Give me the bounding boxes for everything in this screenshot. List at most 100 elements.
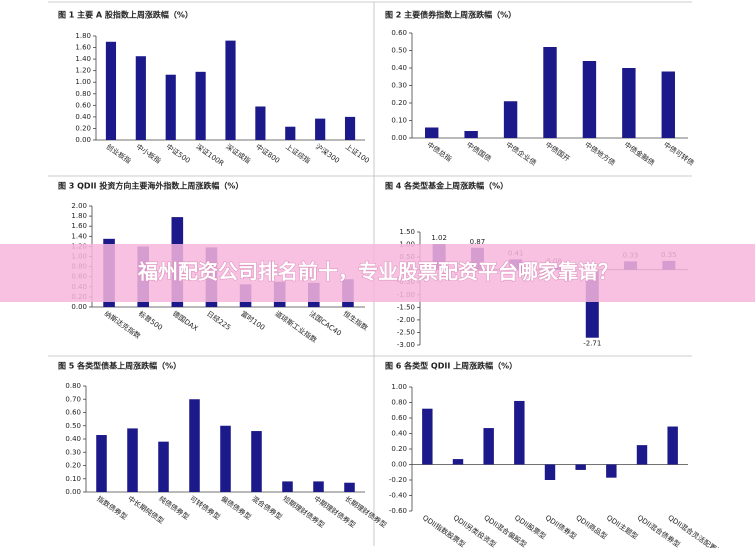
bar — [543, 47, 557, 138]
x-tick-label: 偏债债券型 — [219, 494, 253, 521]
x-tick-label: 中债国债 — [465, 140, 493, 163]
y-tick-label: 1.40 — [75, 55, 91, 63]
x-tick-label: QDII主题型 — [605, 513, 640, 541]
bar — [135, 56, 146, 140]
y-tick-label: 0.80 — [65, 382, 81, 390]
x-tick-label: 沪深300 — [314, 142, 342, 165]
chart-title: 图 5 各类型债基上周涨跌幅（%） — [58, 361, 181, 371]
bar — [575, 464, 586, 470]
y-tick-label: 0.40 — [65, 435, 81, 443]
x-tick-label: 标普500 — [137, 309, 165, 332]
x-tick-label: 可转债券型 — [188, 494, 222, 521]
chart-title: 图 2 主要债券指数上周涨跌幅（%） — [385, 10, 516, 20]
y-tick-label: -1.50 — [397, 303, 415, 311]
x-tick-label: 恒生指数 — [342, 309, 370, 332]
x-tick-label: 深证成指 — [224, 142, 252, 165]
x-tick-label: 中债总指 — [425, 140, 453, 163]
x-tick-label: 上证100 — [344, 142, 372, 165]
y-tick-label: 1.60 — [75, 44, 91, 52]
bar — [285, 126, 296, 140]
y-tick-label: -0.20 — [389, 476, 407, 484]
x-tick-label: 深证100R — [194, 142, 226, 168]
bar — [464, 131, 478, 138]
x-tick-label: 中小板指 — [135, 142, 163, 165]
x-tick-label: QDII商品型 — [574, 513, 609, 541]
y-tick-label: 0.70 — [65, 395, 81, 403]
y-tick-label: 1.00 — [391, 383, 407, 391]
bar — [313, 481, 324, 492]
bar — [255, 106, 266, 140]
y-tick-label: 0.60 — [65, 409, 81, 417]
bar — [661, 71, 675, 138]
bar — [127, 428, 138, 492]
y-tick-label: 0.00 — [71, 303, 87, 311]
y-tick-label: 2.00 — [71, 202, 87, 210]
x-tick-label: 德国DAX — [171, 309, 200, 333]
bar — [514, 400, 525, 465]
x-tick-label: 指数债券型 — [95, 494, 129, 521]
x-tick-label: 混合债券型 — [250, 494, 284, 521]
chart-title: 图 6 各类型 QDII 上周涨跌幅（%） — [385, 361, 517, 371]
bar — [606, 464, 617, 478]
chart-title: 图 1 主要 A 股指数上周涨跌幅（%） — [58, 10, 193, 20]
bar — [96, 435, 107, 492]
bar — [315, 118, 326, 140]
y-tick-label: 0.40 — [391, 64, 407, 72]
bar — [195, 71, 206, 140]
x-tick-label: 中证800 — [254, 142, 282, 165]
y-tick-label: 0.50 — [65, 422, 81, 430]
bar — [622, 68, 636, 138]
x-tick-label: 创业板指 — [105, 142, 133, 165]
y-tick-label: 0.50 — [391, 47, 407, 55]
y-tick-label: 1.60 — [71, 222, 87, 230]
bar — [344, 116, 356, 140]
chart-title: 图 3 QDII 投资方向主要海外指数上周涨跌幅（%） — [58, 181, 243, 191]
y-tick-label: 0.30 — [65, 448, 81, 456]
x-tick-label: 日经225 — [205, 309, 233, 332]
y-tick-label: 0.00 — [65, 488, 81, 496]
y-tick-label: 0.00 — [391, 134, 407, 142]
bar — [483, 428, 494, 465]
x-tick-label: 上证综指 — [284, 142, 312, 165]
overlay-text: 福州配资公司排名前十，专业股票配资平台哪家靠谱？ — [137, 260, 618, 284]
bar — [344, 482, 355, 492]
bar — [251, 431, 262, 492]
bar — [544, 464, 556, 480]
y-tick-label: 0.60 — [75, 101, 91, 109]
bar — [158, 441, 169, 492]
y-tick-label: -0.60 — [389, 507, 407, 515]
bar — [503, 101, 518, 138]
bar — [452, 459, 464, 465]
x-tick-label: 富时100 — [239, 309, 267, 332]
bar — [165, 74, 176, 140]
x-tick-label: 中债金融债 — [623, 140, 657, 167]
y-tick-label: 0.40 — [75, 113, 91, 121]
bar — [636, 445, 648, 465]
bar — [220, 425, 231, 492]
y-tick-label: -2.50 — [397, 328, 415, 336]
bar — [225, 40, 236, 140]
chart-title: 图 4 各类型基金上周涨跌幅（%） — [385, 181, 508, 191]
x-tick-label: 中证500 — [164, 142, 192, 165]
x-tick-label: QDII债券型 — [544, 513, 579, 541]
y-tick-label: 0.20 — [75, 124, 91, 132]
y-tick-label: 0.20 — [65, 462, 81, 470]
y-tick-label: 0.20 — [391, 445, 407, 453]
x-tick-label: 中债国开 — [544, 140, 572, 163]
y-tick-label: 1.00 — [75, 78, 91, 86]
y-tick-label: 0.10 — [391, 117, 407, 125]
data-label: -2.71 — [583, 340, 601, 348]
bar — [425, 127, 439, 138]
x-tick-label: 中债可转债 — [662, 140, 696, 167]
data-label: 1.02 — [431, 234, 447, 242]
bar — [105, 41, 117, 140]
bar — [667, 426, 678, 465]
y-tick-label: 0.10 — [65, 475, 81, 483]
x-tick-label: 纳斯达克指数 — [103, 309, 143, 340]
y-tick-label: 1.40 — [71, 232, 87, 240]
x-tick-label: 中债企业债 — [504, 140, 538, 167]
bar — [422, 408, 433, 465]
y-tick-label: 0.80 — [391, 399, 407, 407]
y-tick-label: -0.40 — [389, 492, 407, 500]
